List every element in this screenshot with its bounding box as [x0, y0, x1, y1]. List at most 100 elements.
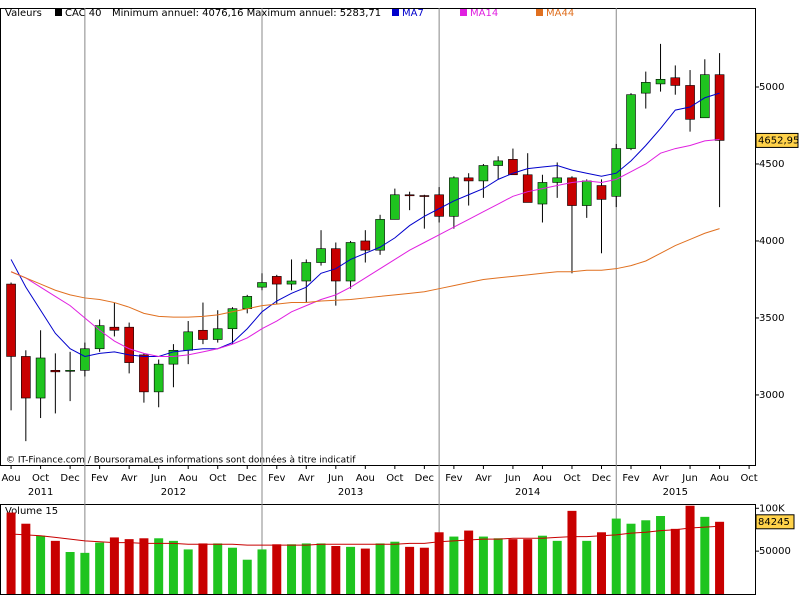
volume-bar: [715, 521, 725, 594]
candle-body: [493, 160, 503, 166]
y-tick-label: 4000: [759, 236, 784, 247]
candle-body: [419, 195, 430, 197]
candle-body: [331, 248, 341, 282]
year-label: 2011: [28, 487, 53, 498]
candle-body: [611, 148, 622, 197]
x-tick-label: Oct: [209, 473, 226, 484]
y-tick-label: 5000: [759, 82, 784, 93]
volume-bar: [139, 538, 149, 594]
ma-line: [10, 228, 720, 318]
volume-bar: [65, 552, 75, 594]
ma-line: [10, 138, 720, 357]
candle-body: [375, 219, 385, 251]
volume-bar: [50, 540, 60, 594]
volume-bar: [626, 523, 636, 594]
candle-body: [434, 194, 444, 217]
volume-bar: [109, 537, 119, 594]
candle-body: [581, 180, 592, 206]
candle-body: [640, 82, 651, 94]
volume-bar: [582, 540, 592, 594]
last-price-label: 4652,95: [758, 135, 799, 146]
x-tick-label: Aou: [710, 473, 729, 484]
x-tick-label: Fev: [445, 473, 462, 484]
candle-body: [6, 283, 16, 357]
candle-body: [50, 370, 61, 373]
candle-body: [198, 329, 208, 340]
volume-bar: [449, 536, 459, 594]
candle-body: [94, 325, 105, 350]
volume-bar: [272, 544, 282, 594]
volume-bar: [685, 505, 695, 594]
legend-swatch: [460, 9, 467, 16]
volume-y-tick-label: 50000: [759, 546, 791, 557]
volume-bar: [611, 518, 621, 594]
candle-body: [286, 280, 297, 285]
volume-bar: [242, 559, 252, 594]
candle-body: [153, 363, 164, 393]
candle-body: [596, 185, 607, 200]
candle-body: [109, 326, 120, 331]
volume-bar: [508, 539, 518, 594]
candle-body: [463, 177, 474, 182]
legend-swatch: [536, 9, 543, 16]
header: Valeurs: [5, 8, 42, 19]
candle-body: [65, 370, 75, 372]
volume-bar: [656, 516, 666, 594]
candle-body: [404, 194, 415, 197]
legend-swatch: [392, 9, 399, 16]
x-tick-label: Aou: [356, 473, 375, 484]
candle-body: [700, 74, 710, 119]
volume-last-box: [755, 514, 795, 530]
y-tick-label: 3000: [759, 390, 784, 401]
x-tick-label: Dec: [415, 473, 434, 484]
last-price-box: [755, 132, 799, 148]
instrument-name: CAC 40: [65, 8, 102, 19]
candle-body: [227, 308, 238, 330]
x-tick-label: Avr: [298, 473, 315, 484]
candle-body: [655, 78, 666, 85]
volume-bar: [80, 552, 90, 594]
volume-label: Volume 15: [5, 506, 58, 517]
volume-bar: [168, 540, 178, 594]
volume-panel: [0, 504, 756, 595]
candle-body: [242, 296, 253, 310]
candle-body: [478, 165, 489, 182]
x-tick-label: Aou: [2, 473, 21, 484]
candle-body: [360, 240, 371, 251]
volume-bar: [227, 547, 237, 594]
volume-bar: [478, 536, 488, 594]
x-tick-label: Jun: [150, 473, 167, 484]
volume-bar: [6, 512, 16, 594]
volume-bar: [154, 538, 164, 594]
year-label: 2015: [663, 487, 688, 498]
candle-body: [390, 194, 400, 220]
volume-bar: [493, 538, 503, 594]
volume-bar: [360, 548, 370, 594]
volume-bar: [183, 549, 193, 594]
volume-bar: [346, 546, 356, 594]
candle-body: [124, 326, 134, 363]
legend-label: MA14: [470, 8, 498, 19]
candle-body: [522, 174, 533, 203]
candle-body: [508, 159, 518, 176]
candle-body: [212, 328, 223, 340]
candle-body: [670, 77, 681, 86]
ma-line: [10, 92, 720, 357]
candle-body: [552, 177, 563, 183]
x-tick-label: Avr: [475, 473, 492, 484]
volume-bar: [700, 516, 710, 594]
x-tick-label: Jun: [504, 473, 521, 484]
volume-last-label: 84245: [758, 517, 790, 528]
volume-bar: [464, 530, 474, 594]
volume-bar: [198, 543, 208, 594]
legend-label: MA44: [546, 8, 574, 19]
volume-bar: [36, 535, 46, 594]
candle-body: [183, 331, 193, 351]
volume-ma-line: [11, 525, 720, 546]
subtitle: Minimum annuel: 4076,16 Maximum annuel: …: [112, 8, 381, 19]
candle-body: [714, 74, 725, 141]
candle-body: [80, 348, 90, 371]
x-tick-label: Fev: [268, 473, 285, 484]
volume-bar: [331, 546, 341, 594]
x-tick-label: Avr: [121, 473, 138, 484]
